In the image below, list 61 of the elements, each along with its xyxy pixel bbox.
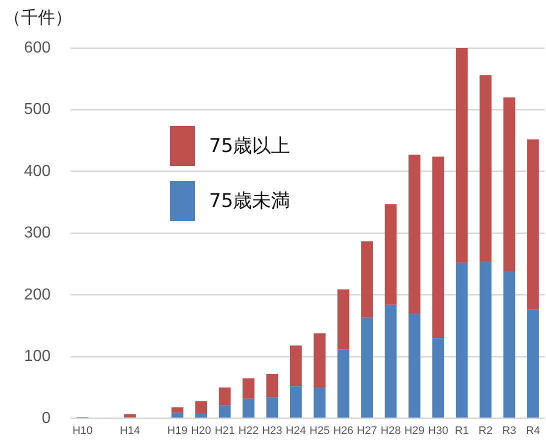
bar (503, 97, 516, 272)
bar (290, 386, 302, 418)
bar (195, 401, 208, 414)
bar (314, 333, 326, 388)
x-tick-label: H25 (310, 425, 330, 438)
y-tick-label: 200 (24, 286, 51, 304)
x-tick-label: R3 (502, 425, 516, 438)
x-tick-label: H29 (404, 425, 425, 438)
x-tick-label: H22 (238, 425, 259, 438)
x-tick-label: R2 (478, 425, 493, 438)
bar (384, 204, 397, 305)
bar (408, 313, 420, 418)
bar (337, 289, 350, 350)
bar (432, 156, 444, 338)
y-tick-label: 400 (24, 162, 51, 180)
bar (195, 413, 208, 418)
y-tick-label: 100 (24, 348, 51, 366)
bar (124, 414, 136, 418)
bar (384, 304, 397, 418)
y-tick-label: 600 (24, 39, 51, 56)
bar (171, 407, 184, 413)
legend-label: 75歳未満 (209, 189, 290, 214)
x-tick-label: H21 (214, 425, 235, 438)
bar (480, 75, 492, 261)
x-tick-label: H27 (356, 425, 378, 438)
y-tick-label: 0 (42, 410, 51, 427)
x-tick-label: R4 (526, 425, 540, 438)
x-tick-label: H26 (333, 425, 354, 438)
x-tick-label: H10 (72, 425, 93, 438)
bar (432, 338, 444, 418)
bar (480, 260, 492, 418)
bar (527, 139, 539, 310)
x-tick-label: R1 (454, 425, 469, 438)
x-tick-label: H14 (120, 425, 140, 438)
x-tick-label: H28 (380, 425, 401, 438)
bar (408, 154, 420, 314)
x-tick-label: H30 (428, 425, 448, 438)
y-axis-title: （千件） (4, 7, 72, 29)
bar (456, 48, 468, 263)
bar (218, 405, 231, 418)
bar (314, 388, 326, 418)
bar (527, 310, 539, 418)
bar (242, 398, 254, 418)
bar (456, 262, 468, 418)
bar (361, 318, 373, 418)
x-tick-label: H20 (190, 425, 212, 438)
bar (266, 374, 278, 398)
bar (242, 378, 254, 399)
x-tick-label: H24 (286, 425, 306, 438)
bar (218, 388, 231, 406)
bar (337, 349, 350, 418)
bar (266, 397, 278, 418)
x-tick-label: H23 (262, 425, 282, 438)
y-tick-label: 500 (24, 101, 51, 118)
bar (290, 346, 302, 386)
bar (361, 241, 373, 318)
bar (171, 412, 184, 418)
y-tick-label: 300 (24, 224, 51, 242)
x-tick-label: H19 (167, 425, 188, 438)
legend-label: 75歳以上 (209, 134, 290, 159)
bar (503, 271, 516, 418)
